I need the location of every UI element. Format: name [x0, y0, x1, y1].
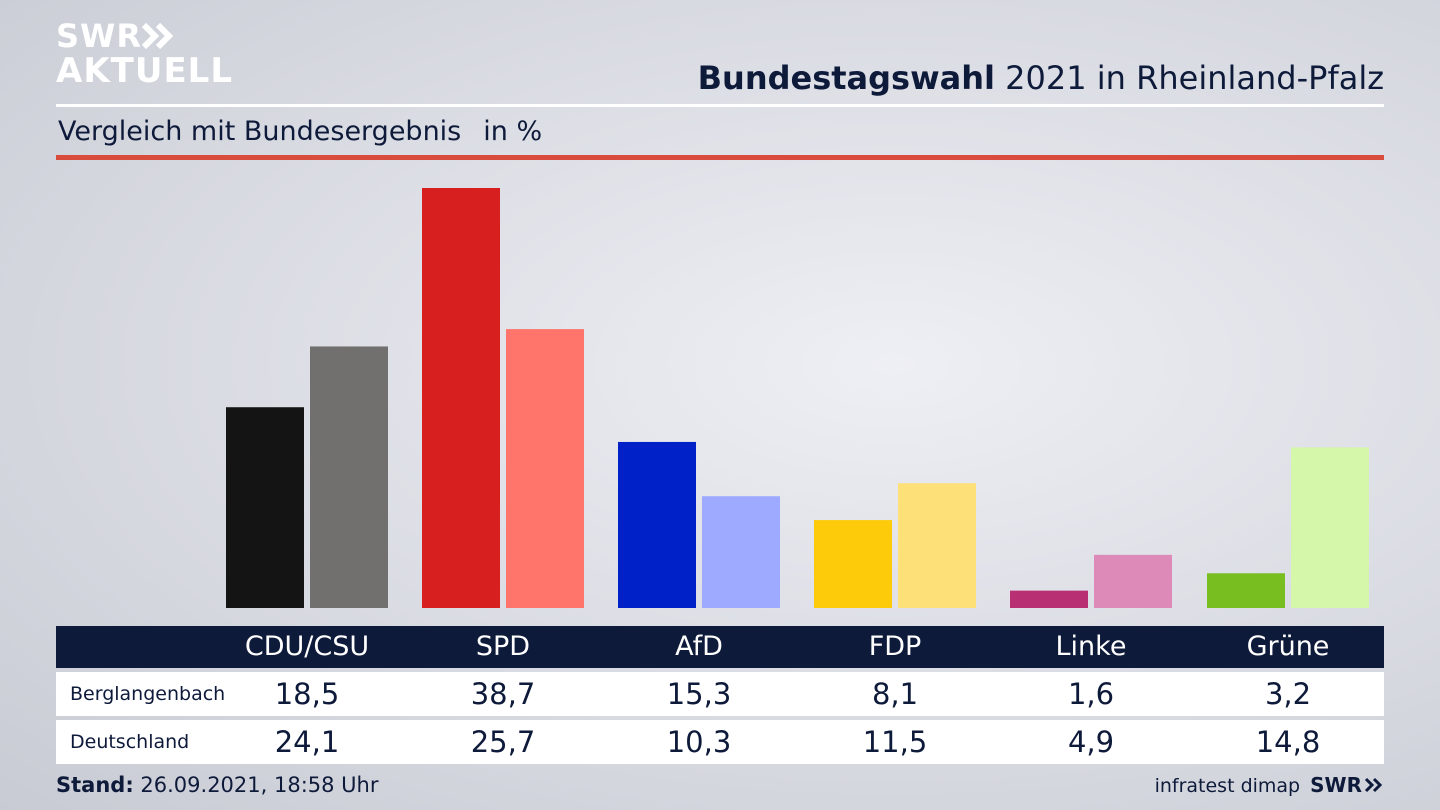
bar-cdu-csu-deutschland [310, 346, 388, 608]
footer-swr-logo: SWR [1310, 773, 1362, 797]
timestamp: Stand: 26.09.2021, 18:58 Uhr [56, 772, 379, 798]
logo-swr-text: SWR [56, 17, 142, 55]
logo-aktuell-text: AKTUELL [56, 51, 234, 91]
bar-gr-ne-deutschland [1291, 447, 1369, 608]
chart-subtitle: Vergleich mit Bundesergebnis in % [58, 115, 542, 149]
page-title: Bundestagswahl 2021 in Rheinland-Pfalz [698, 58, 1384, 98]
row-label: Deutschland [70, 731, 190, 753]
bar-linke-deutschland [1094, 554, 1172, 608]
logo-chevrons-icon [141, 22, 174, 50]
value-cell-cdu-csu: 24,1 [274, 725, 340, 759]
bar-spd-berglangenbach [422, 188, 500, 608]
bar-fdp-deutschland [898, 483, 976, 608]
bar-gr-ne-berglangenbach [1207, 573, 1285, 608]
column-header-afd: AfD [675, 631, 723, 662]
bar-fdp-berglangenbach [814, 520, 892, 608]
value-cell-gr-ne: 3,2 [1264, 677, 1312, 711]
column-header-cdu-csu: CDU/CSU [244, 631, 370, 662]
value-cell-fdp: 11,5 [862, 725, 928, 759]
value-cell-afd: 10,3 [666, 725, 732, 759]
accent-divider [56, 155, 1384, 160]
value-cell-spd: 25,7 [470, 725, 536, 759]
stand-label: Stand: [56, 773, 134, 797]
column-header-fdp: FDP [868, 631, 922, 662]
bar-spd-deutschland [506, 329, 584, 608]
title-rest: 2021 in Rheinland-Pfalz [995, 59, 1384, 97]
results-table: CDU/CSU SPD AfD FDP Linke Grüne Berglangenbac… [56, 626, 1384, 764]
value-cell-fdp: 8,1 [871, 677, 919, 711]
table-header-row: CDU/CSU SPD AfD FDP Linke Grüne [56, 626, 1384, 668]
value-cell-afd: 15,3 [666, 677, 732, 711]
table-row-berglangenbach: Berglangenbach 18,5 38,7 15,3 8,1 1,6 3,2 [56, 672, 1384, 716]
value-cell-cdu-csu: 18,5 [274, 677, 340, 711]
value-cell-spd: 38,7 [470, 677, 536, 711]
column-header-linke: Linke [1055, 631, 1127, 662]
footer-chevrons-icon [1364, 777, 1383, 793]
column-header-spd: SPD [475, 631, 531, 662]
value-cell-gr-ne: 14,8 [1255, 725, 1321, 759]
row-label: Berglangenbach [70, 683, 226, 705]
bar-afd-berglangenbach [618, 441, 696, 608]
bar-linke-berglangenbach [1010, 590, 1088, 608]
header-divider [56, 104, 1384, 107]
table-row-deutschland: Deutschland 24,1 25,7 10,3 11,5 4,9 14,8 [56, 720, 1384, 764]
value-cell-linke: 1,6 [1067, 677, 1115, 711]
swr-aktuell-logo: SWR AKTUELL [56, 17, 232, 90]
bar-afd-deutschland [702, 496, 780, 608]
source-credit: infratest dimap SWR [1155, 772, 1384, 798]
unit-label: in % [483, 116, 543, 147]
value-cell-linke: 4,9 [1067, 725, 1115, 759]
stand-value: 26.09.2021, 18:58 Uhr [133, 773, 379, 797]
title-bold: Bundestagswahl [697, 59, 995, 97]
column-header-gr-ne: Grüne [1246, 631, 1330, 662]
source-text: infratest dimap [1154, 775, 1301, 797]
bar-cdu-csu-berglangenbach [226, 407, 304, 608]
subtitle-text: Vergleich mit Bundesergebnis [58, 116, 462, 147]
